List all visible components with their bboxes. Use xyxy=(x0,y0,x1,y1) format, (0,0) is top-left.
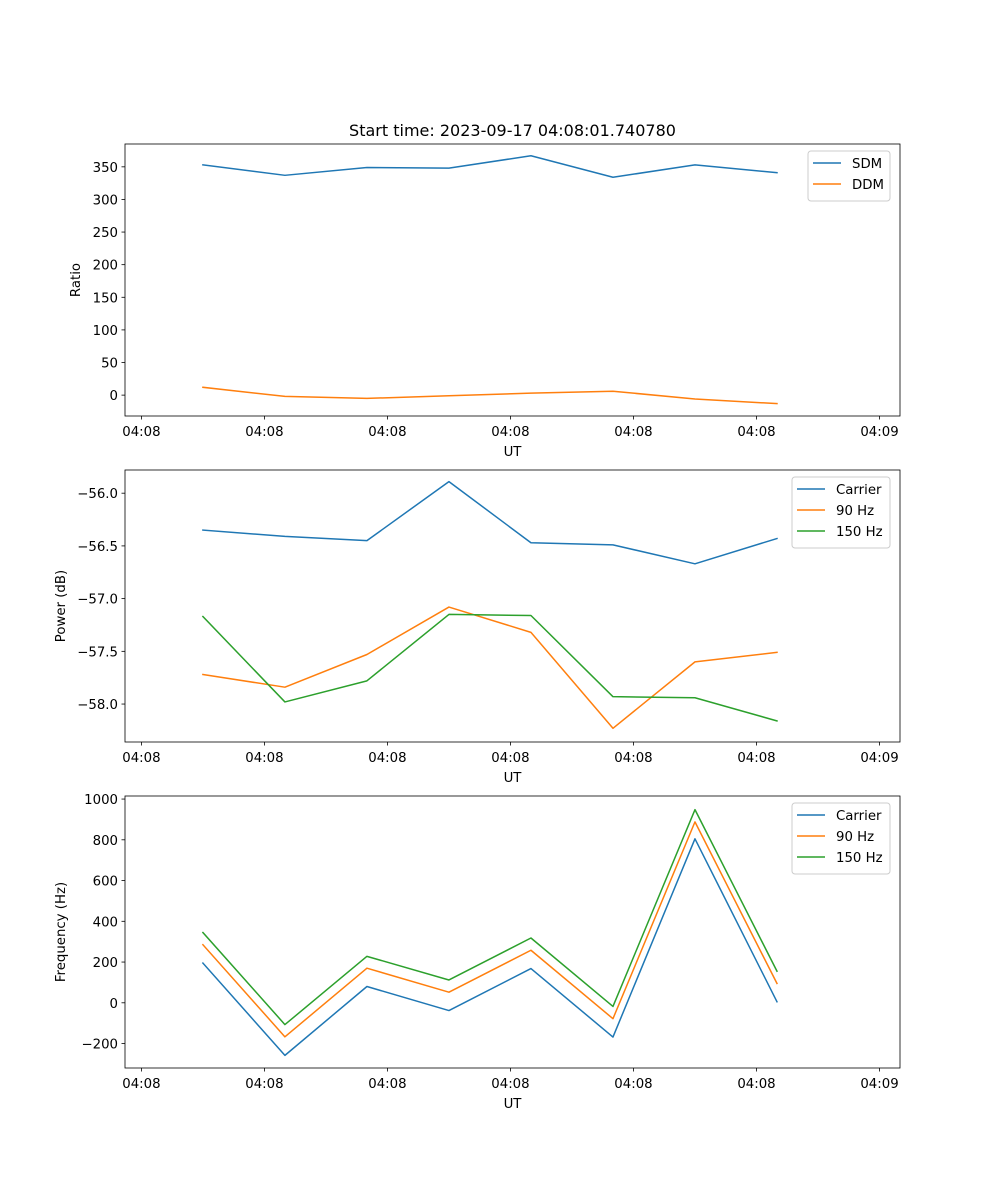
legend-label: Carrier xyxy=(836,809,882,824)
series-line-carrier xyxy=(202,480,778,565)
x-tick-label: 04:09 xyxy=(860,425,898,440)
x-tick-label: 04:08 xyxy=(737,1077,775,1092)
x-tick-label: 04:08 xyxy=(122,425,160,440)
x-tick-label: 04:08 xyxy=(245,425,283,440)
y-tick-label: 800 xyxy=(93,834,118,849)
y-tick-label: 200 xyxy=(93,956,118,971)
legend-label: Carrier xyxy=(836,483,882,498)
legend-label: 90 Hz xyxy=(836,830,874,845)
x-axis-label: UT xyxy=(504,445,523,460)
y-tick-label: −200 xyxy=(81,1038,118,1053)
y-tick-label: 100 xyxy=(93,324,118,339)
series-line-ddm xyxy=(202,386,778,405)
x-tick-label: 04:08 xyxy=(491,751,529,766)
x-tick-label: 04:08 xyxy=(737,751,775,766)
series-line-90-hz xyxy=(202,606,778,730)
y-tick-label: 1000 xyxy=(84,793,118,808)
y-tick-label: 200 xyxy=(93,259,118,274)
legend-label: 150 Hz xyxy=(836,851,883,866)
y-tick-label: −57.5 xyxy=(77,645,118,660)
y-tick-label: −56.0 xyxy=(77,487,118,502)
x-axis-label: UT xyxy=(504,1097,523,1112)
chart-panel-3: 04:08 04:08 04:08 04:08 04:08 04:08 04:09 −200 0… xyxy=(54,793,901,1112)
axes-frame xyxy=(124,469,901,743)
x-axis-label: UT xyxy=(504,771,523,786)
x-tick-label: 04:08 xyxy=(614,1077,652,1092)
x-tick-label: 04:08 xyxy=(245,1077,283,1092)
legend: SDM DDM xyxy=(807,150,891,202)
x-tick-label: 04:08 xyxy=(245,751,283,766)
y-tick-label: 350 xyxy=(93,161,118,176)
y-tick-label: −57.0 xyxy=(77,593,118,608)
y-tick-label: −56.5 xyxy=(77,540,118,555)
y-axis-label: Ratio xyxy=(69,263,84,297)
series-line-sdm xyxy=(202,154,778,179)
y-tick-label: 50 xyxy=(101,357,118,372)
y-axis-label: Frequency (Hz) xyxy=(54,882,69,982)
x-tick-label: 04:08 xyxy=(368,751,406,766)
x-tick-label: 04:08 xyxy=(491,425,529,440)
y-tick-label: 250 xyxy=(93,226,118,241)
x-tick-label: 04:08 xyxy=(737,425,775,440)
legend-label: DDM xyxy=(852,178,884,193)
chart-panel-1: 04:08 04:08 04:08 04:08 04:08 04:08 04:09 0 50 10… xyxy=(69,143,901,460)
legend: Carrier 90 Hz 150 Hz xyxy=(791,476,891,549)
y-tick-label: 150 xyxy=(93,291,118,306)
x-tick-label: 04:08 xyxy=(368,1077,406,1092)
series-line-150-hz xyxy=(201,808,778,1026)
x-tick-label: 04:08 xyxy=(491,1077,529,1092)
x-tick-label: 04:09 xyxy=(860,751,898,766)
x-tick-label: 04:08 xyxy=(122,751,160,766)
legend-label: SDM xyxy=(852,157,882,172)
y-axis-label: Power (dB) xyxy=(54,570,69,642)
x-tick-label: 04:08 xyxy=(122,1077,160,1092)
y-tick-label: 400 xyxy=(93,915,118,930)
axes-frame xyxy=(124,143,901,417)
y-tick-label: 300 xyxy=(93,193,118,208)
legend-label: 90 Hz xyxy=(836,504,874,519)
legend: Carrier 90 Hz 150 Hz xyxy=(791,802,891,875)
legend-label: 150 Hz xyxy=(836,525,883,540)
series-line-90-hz xyxy=(201,821,778,1038)
y-tick-label: 0 xyxy=(110,997,118,1012)
x-tick-label: 04:08 xyxy=(614,425,652,440)
x-tick-label: 04:08 xyxy=(614,751,652,766)
chart-title: Start time: 2023-09-17 04:08:01.740780 xyxy=(349,121,676,140)
axes-frame xyxy=(124,795,901,1069)
series-line-carrier xyxy=(201,838,778,1057)
chart-panel-2: 04:08 04:08 04:08 04:08 04:08 04:08 04:09 −58.0… xyxy=(54,469,901,786)
x-tick-label: 04:09 xyxy=(860,1077,898,1092)
series-line-150-hz xyxy=(201,613,778,722)
y-tick-label: 0 xyxy=(110,389,118,404)
y-tick-label: −58.0 xyxy=(77,698,118,713)
y-tick-label: 600 xyxy=(93,875,118,890)
x-tick-label: 04:08 xyxy=(368,425,406,440)
